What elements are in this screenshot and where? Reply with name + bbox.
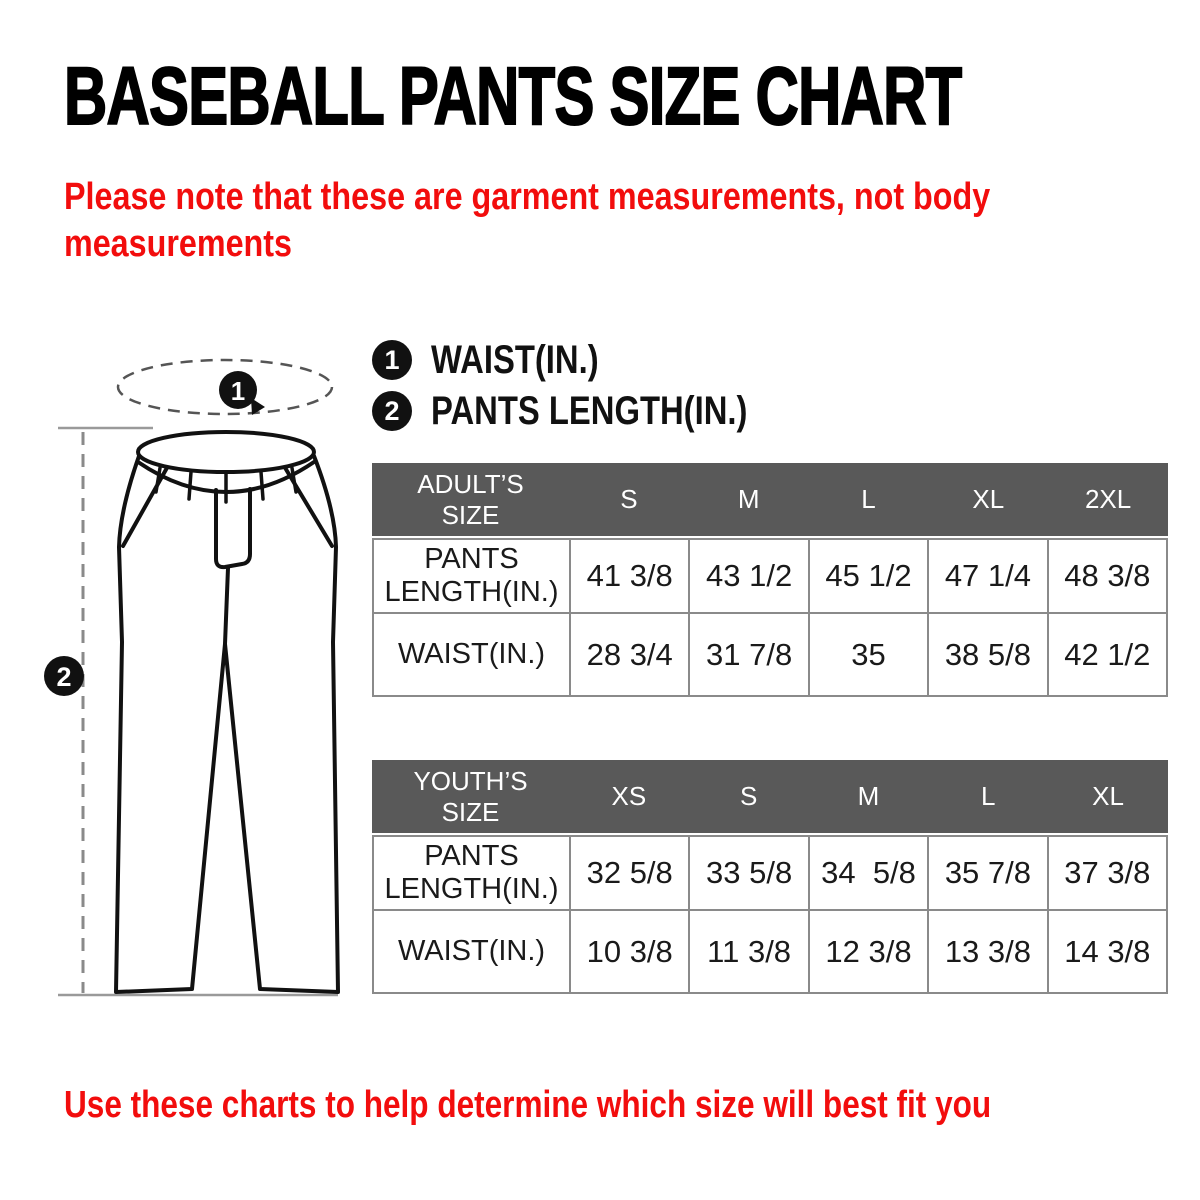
measurement-legend: 1 WAIST(IN.) 2 PANTS LENGTH(IN.) [372, 337, 817, 433]
table-size-group-header: YOUTH’S SIZE [372, 760, 569, 833]
value-cell: 47 1/4 [927, 540, 1046, 612]
value-cell: 32 5/8 [569, 837, 688, 909]
waist-measure-dashed-ellipse [116, 358, 334, 416]
table-column-header: XS [611, 781, 647, 812]
value-cell: 10 3/8 [569, 911, 688, 992]
table-column-header: XL [1092, 781, 1124, 812]
table-column-header: XL [972, 484, 1005, 515]
diagram-marker-2-circle [44, 656, 84, 696]
table-size-group-header: ADULT’S SIZE [372, 463, 569, 536]
pants-right-pocket-line [282, 464, 334, 548]
pants-belt-loops [154, 466, 298, 504]
table-header-row: YOUTH’S SIZE XS S M L XL [372, 760, 1168, 833]
diagram-marker-1-circle [219, 371, 257, 409]
pants-outline [114, 454, 340, 994]
table-row: WAIST(IN.) 28 3/4 31 7/8 35 38 5/8 42 1/2 [374, 612, 1166, 695]
youth-size-table: YOUTH’S SIZE XS S M L XL PANTS LENGTH(IN.) 32 5… [372, 760, 1168, 994]
value-cell: 35 [807, 614, 927, 695]
table-row: PANTS LENGTH(IN.) 32 5/8 33 5/8 34 5/8 35 7/… [374, 837, 1166, 909]
value-cell: 45 1/2 [807, 540, 927, 612]
pants-fly-line [214, 487, 252, 570]
value-cell: 28 3/4 [569, 614, 688, 695]
note-line-1: Please note that these are garment measu… [64, 176, 991, 218]
value-cell: 33 5/8 [688, 837, 807, 909]
value-cell: 31 7/8 [688, 614, 807, 695]
diagram-waist-marker: 1 [219, 371, 257, 409]
pants-diagram: 1 2 [44, 358, 340, 997]
table-column-header: M [737, 484, 760, 515]
table-body: PANTS LENGTH(IN.) 32 5/8 33 5/8 34 5/8 35 7/… [372, 835, 1168, 994]
value-cell: 35 7/8 [927, 837, 1046, 909]
legend-label-pants-length: PANTS LENGTH(IN.) [431, 388, 748, 433]
page-title: BASEBALL PANTS SIZE CHART [63, 51, 963, 142]
table-body: PANTS LENGTH(IN.) 41 3/8 43 1/2 45 1/2 47 1/… [372, 538, 1168, 697]
diagram-marker-1-number: 1 [231, 376, 245, 406]
diagram-marker-2-number: 2 [56, 662, 71, 692]
value-cell: 12 3/8 [807, 911, 927, 992]
value-cell: 48 3/8 [1046, 540, 1166, 612]
value-cell: 11 3/8 [688, 911, 807, 992]
legend-item-waist: 1 WAIST(IN.) [372, 337, 817, 382]
garment-measurement-note: Please note that these are garment measu… [64, 174, 990, 268]
note-line-2: measurements [64, 223, 293, 265]
table-size-group-label: ADULT’S SIZE [417, 468, 524, 530]
marker-2-badge: 2 [372, 391, 412, 431]
legend-item-pants-length: 2 PANTS LENGTH(IN.) [372, 388, 817, 433]
value-cell: 34 5/8 [807, 837, 927, 909]
row-label-cell: PANTS LENGTH(IN.) [384, 839, 559, 905]
pants-center-seam [223, 566, 230, 646]
value-cell: 41 3/8 [569, 540, 688, 612]
adult-size-table: ADULT’S SIZE S M L XL 2XL PANTS LENGTH(IN.) 41 … [372, 463, 1168, 697]
value-cell: 13 3/8 [927, 911, 1046, 992]
value-cell: 43 1/2 [688, 540, 807, 612]
table-size-group-label: YOUTH’S SIZE [413, 765, 528, 827]
table-column-header: S [740, 781, 758, 812]
value-cell: 42 1/2 [1046, 614, 1166, 695]
diagram-length-marker: 2 [44, 656, 84, 696]
value-cell: 14 3/8 [1046, 911, 1166, 992]
marker-1-badge: 1 [372, 340, 412, 380]
table-column-header: S [620, 484, 638, 515]
legend-label-waist: WAIST(IN.) [431, 337, 599, 382]
table-header-row: ADULT’S SIZE S M L XL 2XL [372, 463, 1168, 536]
footer-note: Use these charts to help determine which… [64, 1084, 992, 1126]
pants-left-pocket-line [121, 464, 170, 548]
waist-measure-arrowhead [251, 398, 265, 415]
row-label-cell: WAIST(IN.) [397, 637, 546, 670]
table-row: PANTS LENGTH(IN.) 41 3/8 43 1/2 45 1/2 47 1/… [374, 540, 1166, 612]
table-column-header: L [981, 781, 996, 812]
table-column-header: M [857, 781, 880, 812]
table-row: WAIST(IN.) 10 3/8 11 3/8 12 3/8 13 3/8 14 3/8 [374, 909, 1166, 992]
value-cell: 37 3/8 [1046, 837, 1166, 909]
row-label-cell: WAIST(IN.) [397, 934, 546, 967]
pants-waistband-opening [136, 430, 316, 474]
table-column-header: 2XL [1084, 484, 1132, 515]
table-column-header: L [861, 484, 876, 515]
row-label-cell: PANTS LENGTH(IN.) [384, 542, 559, 608]
value-cell: 38 5/8 [927, 614, 1046, 695]
